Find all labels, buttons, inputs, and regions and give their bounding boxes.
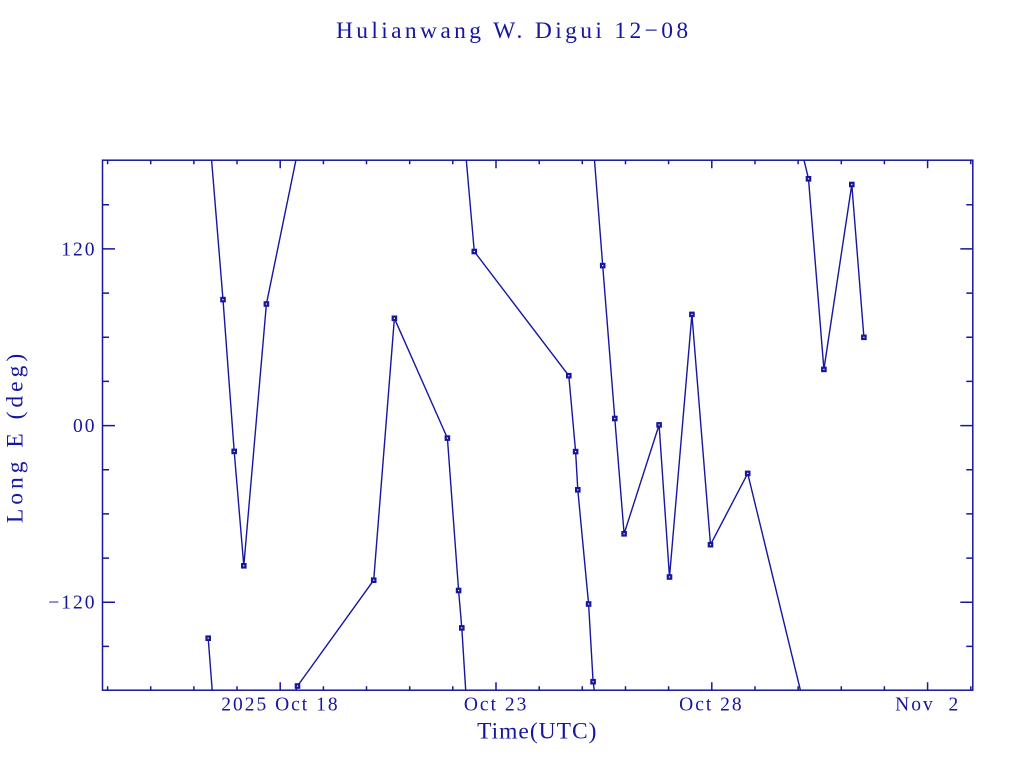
svg-text:Time(UTC): Time(UTC) <box>477 718 597 744</box>
svg-text:−120: −120 <box>48 593 96 614</box>
svg-text:Long E (deg): Long E (deg) <box>3 350 29 523</box>
svg-text:Oct 23: Oct 23 <box>464 695 529 716</box>
svg-text:Oct 28: Oct 28 <box>679 695 744 716</box>
svg-text:00: 00 <box>73 416 97 437</box>
svg-text:Hulianwang W. Digui 12−08: Hulianwang W. Digui 12−08 <box>336 18 692 44</box>
svg-text:Nov 2: Nov 2 <box>895 695 960 716</box>
svg-text:120: 120 <box>61 239 96 260</box>
svg-text:2025 Oct 18: 2025 Oct 18 <box>221 695 339 716</box>
